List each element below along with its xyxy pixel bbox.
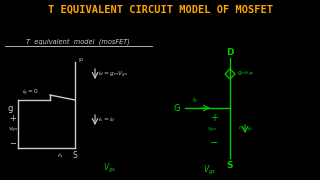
Text: +: + [10, 114, 16, 123]
Text: $V_{gs}$: $V_{gs}$ [203, 163, 217, 177]
Text: $-$: $-$ [9, 138, 17, 147]
Text: p: p [78, 57, 82, 62]
Text: $i_g$: $i_g$ [192, 96, 198, 106]
Text: $i_g=0$: $i_g=0$ [21, 88, 38, 98]
Text: $r_s$: $r_s$ [57, 152, 63, 160]
Text: $v_{gs}$: $v_{gs}$ [207, 125, 217, 135]
Text: S: S [227, 161, 233, 170]
Text: T  equivalent  model  (mosFET): T equivalent model (mosFET) [26, 39, 130, 45]
Text: $-$: $-$ [209, 136, 219, 146]
Text: $V_{gs}$: $V_{gs}$ [103, 161, 117, 175]
Text: $r_s$: $r_s$ [238, 123, 244, 132]
Text: S: S [73, 152, 77, 161]
Text: $g_m v_{gs}$: $g_m v_{gs}$ [237, 69, 255, 79]
Text: $v_{gs}$: $v_{gs}$ [8, 125, 18, 135]
Text: +: + [210, 113, 218, 123]
Text: D: D [226, 48, 234, 57]
Text: T EQUIVALENT CIRCUIT MODEL OF MOSFET: T EQUIVALENT CIRCUIT MODEL OF MOSFET [47, 5, 273, 15]
Text: $i_d$: $i_d$ [247, 125, 253, 133]
Text: $i_d = g_m V_{gs}$: $i_d = g_m V_{gs}$ [98, 70, 128, 80]
Text: $i_s = i_d$: $i_s = i_d$ [98, 116, 116, 124]
Text: g: g [7, 103, 13, 112]
Text: G: G [174, 103, 180, 112]
